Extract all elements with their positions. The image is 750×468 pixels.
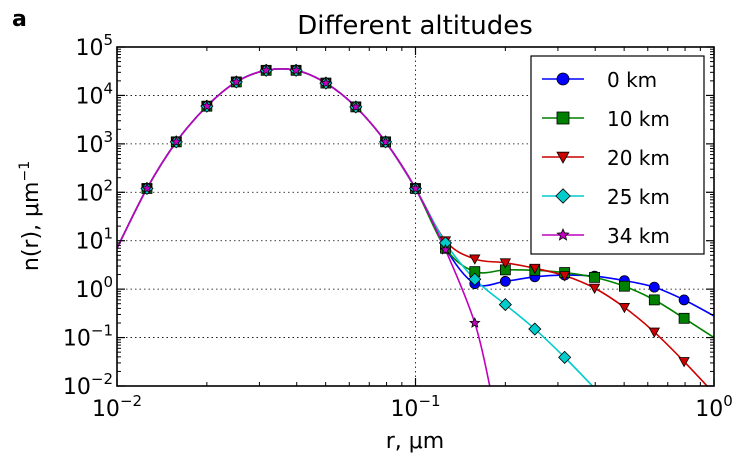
- data-point: [141, 182, 153, 194]
- legend-label: 20 km: [607, 146, 670, 170]
- tick-base: 10: [75, 84, 103, 109]
- y-tick-label: 10−2: [63, 370, 113, 400]
- data-point: [469, 316, 481, 328]
- tick-exponent: −1: [418, 392, 440, 410]
- series-markers: [140, 63, 690, 368]
- data-point: [469, 254, 481, 265]
- data-point: [528, 322, 542, 336]
- tick-base: 10: [695, 397, 723, 422]
- tick-exponent: −2: [91, 370, 113, 388]
- data-point: [589, 271, 600, 283]
- x-tick-label: 10−1: [390, 392, 440, 422]
- y-axis-label-text: n(r), μm: [19, 182, 44, 272]
- data-point: [230, 75, 243, 87]
- tick-exponent: −1: [91, 322, 113, 340]
- legend-marker: [556, 72, 570, 86]
- data-point: [320, 77, 332, 88]
- legend-label: 0 km: [607, 68, 657, 92]
- tick-exponent: 2: [103, 176, 113, 194]
- data-point: [201, 100, 213, 112]
- data-point: [409, 182, 422, 194]
- y-tick-label: 104: [75, 79, 113, 109]
- tick-base: 10: [75, 36, 103, 61]
- y-tick-label: 103: [75, 128, 113, 158]
- tick-exponent: 3: [103, 128, 113, 146]
- legend-marker: [556, 151, 570, 164]
- tick-base: 10: [63, 375, 91, 400]
- tick-base: 10: [390, 397, 418, 422]
- y-tick-label: 10−1: [63, 322, 113, 352]
- data-point: [648, 294, 660, 306]
- tick-base: 10: [75, 278, 103, 303]
- tick-exponent: 1: [103, 225, 113, 243]
- data-point: [260, 64, 272, 76]
- data-point: [619, 280, 630, 292]
- tick-exponent: 0: [103, 273, 113, 291]
- tick-base: 10: [75, 230, 103, 255]
- data-point: [350, 100, 362, 112]
- data-point: [170, 135, 183, 147]
- tick-exponent: 4: [103, 79, 113, 97]
- data-point: [618, 302, 631, 314]
- legend-label: 25 km: [607, 185, 670, 209]
- data-point: [678, 357, 690, 368]
- data-point: [439, 243, 452, 255]
- x-axis-label: r, μm: [386, 429, 444, 454]
- legend-label: 34 km: [607, 224, 670, 248]
- data-point: [678, 294, 690, 306]
- y-tick-label: 100: [75, 273, 113, 303]
- data-point: [529, 263, 541, 275]
- legend: 0 km 10 km 20 km 25 km 34 km: [530, 55, 705, 255]
- legend-marker: [556, 227, 570, 241]
- tick-base: 10: [92, 397, 120, 422]
- tick-exponent: 5: [103, 31, 113, 49]
- data-point: [678, 312, 690, 324]
- data-point: [468, 272, 482, 286]
- data-point: [290, 64, 302, 76]
- tick-exponent: −2: [120, 392, 142, 410]
- chart-title: Different altitudes: [297, 11, 533, 41]
- y-tick-label: 101: [75, 225, 113, 255]
- y-axis-label: n(r), μm−1: [17, 161, 44, 271]
- data-point: [499, 258, 512, 269]
- tick-base: 10: [63, 327, 91, 352]
- tick-base: 10: [75, 181, 103, 206]
- legend-label: 10 km: [607, 107, 670, 131]
- x-axis-ticks: 10−2 10−1 100: [92, 47, 733, 422]
- legend-marker: [556, 111, 570, 125]
- data-point: [648, 327, 660, 338]
- data-point: [558, 271, 571, 282]
- data-point: [499, 275, 511, 287]
- data-point: [648, 281, 660, 293]
- data-point: [379, 135, 392, 147]
- legend-marker: [555, 188, 571, 204]
- data-point: [558, 350, 572, 364]
- tick-base: 10: [75, 133, 103, 158]
- panel-label: a: [12, 7, 27, 32]
- series-line-3: [117, 67, 594, 386]
- y-tick-label: 105: [75, 31, 113, 61]
- y-axis-label-exponent: −1: [17, 161, 33, 182]
- x-tick-label: 100: [695, 392, 733, 422]
- x-tick-label: 10−2: [92, 392, 142, 422]
- data-point: [498, 298, 512, 312]
- tick-exponent: 0: [723, 392, 733, 410]
- y-tick-label: 102: [75, 176, 113, 206]
- data-point: [588, 283, 601, 294]
